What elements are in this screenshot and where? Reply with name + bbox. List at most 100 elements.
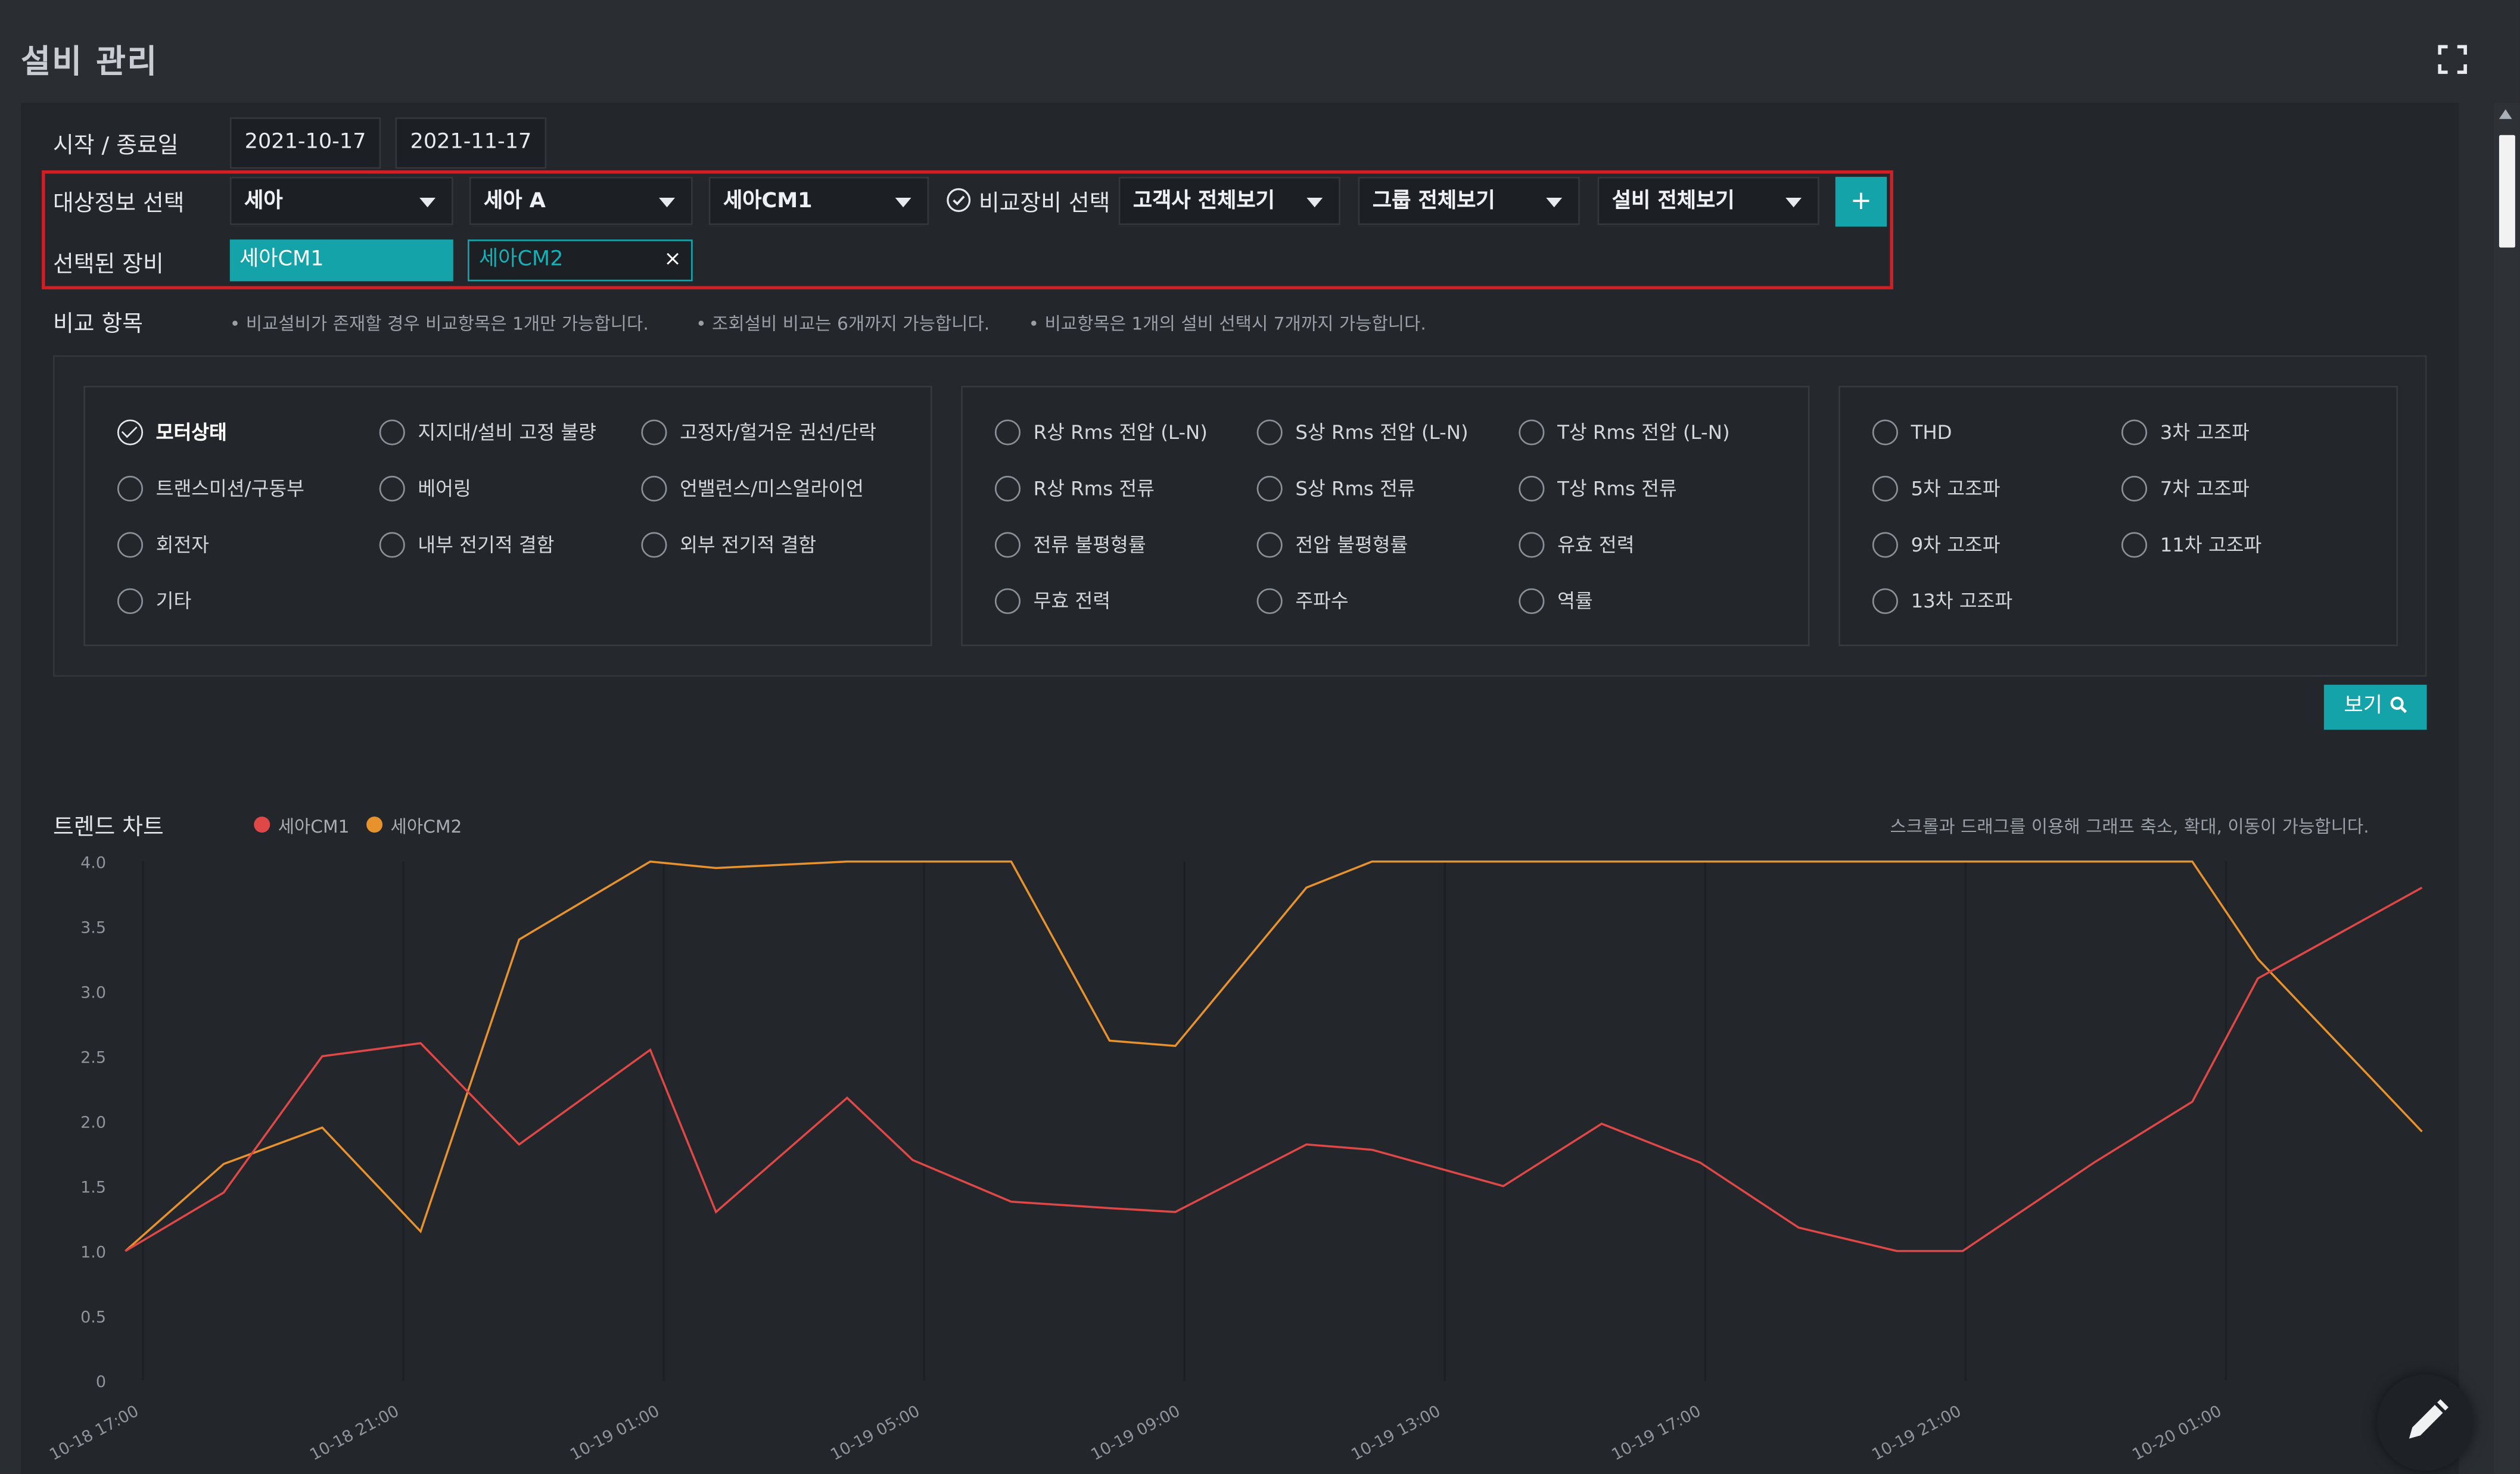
compare-option-label: T상 Rms 전류 — [1557, 477, 1677, 500]
compare-customer-select[interactable]: 고객사 전체보기 — [1118, 176, 1340, 225]
y-tick-label: 4.0 — [80, 853, 106, 872]
radio-icon[interactable] — [1256, 588, 1283, 615]
compare-option-label: 고정자/헐거운 권선/단락 — [680, 421, 877, 444]
radio-icon[interactable] — [641, 419, 667, 445]
compare-device-select[interactable]: 설비 전체보기 — [1597, 176, 1819, 225]
compare-option-label: 역률 — [1557, 590, 1593, 613]
compare-group-select[interactable]: 그룹 전체보기 — [1358, 176, 1580, 225]
radio-icon[interactable] — [1519, 475, 1545, 502]
radio-icon[interactable] — [117, 475, 144, 502]
radio-icon[interactable] — [1872, 532, 1898, 558]
compare-option-label: S상 Rms 전류 — [1295, 477, 1415, 500]
y-tick-label: 3.0 — [80, 983, 106, 1002]
fullscreen-icon[interactable] — [2438, 45, 2467, 74]
compare-checkbox[interactable] — [947, 188, 971, 212]
search-icon — [2390, 696, 2406, 713]
compare-device-value: 설비 전체보기 — [1611, 189, 1735, 214]
radio-icon[interactable] — [1256, 419, 1283, 445]
compare-option-label: 무효 전력 — [1033, 590, 1111, 613]
compare-note: • 조회설비 비교는 6개까지 가능합니다. — [696, 313, 990, 335]
scroll-up-icon[interactable] — [2499, 109, 2512, 119]
page-title: 설비 관리 — [21, 42, 158, 80]
check-circle-icon — [947, 188, 971, 212]
radio-icon[interactable] — [379, 475, 405, 502]
legend-item[interactable]: 세아CM1 — [278, 817, 350, 838]
radio-icon[interactable] — [994, 475, 1021, 502]
radio-icon[interactable] — [2121, 532, 2148, 558]
series-line-2 — [125, 860, 2423, 1252]
radio-icon[interactable] — [1872, 588, 1898, 615]
radio-icon[interactable] — [994, 588, 1021, 615]
compare-option-label: 유효 전력 — [1557, 534, 1635, 556]
radio-icon[interactable] — [1256, 475, 1283, 502]
radio-icon[interactable] — [994, 532, 1021, 558]
radio-icon[interactable] — [1519, 588, 1545, 615]
radio-icon[interactable] — [1872, 475, 1898, 502]
compare-option-label: 13차 고조파 — [1911, 590, 2013, 613]
y-tick-label: 2.0 — [80, 1113, 106, 1132]
compare-option-label: 5차 고조파 — [1911, 477, 2001, 500]
radio-icon[interactable] — [1519, 419, 1545, 445]
scrollbar-thumb[interactable] — [2499, 135, 2515, 248]
edit-button[interactable] — [2376, 1374, 2474, 1471]
compare-option-label: 기타 — [155, 590, 192, 613]
radio-icon[interactable] — [994, 419, 1021, 445]
compare-option-label: T상 Rms 전압 (L-N) — [1557, 421, 1730, 444]
radio-icon[interactable] — [379, 419, 405, 445]
chevron-down-icon — [1546, 197, 1563, 208]
x-tick-label: 10-18 21:00 — [307, 1402, 402, 1464]
view-button[interactable]: 보기 — [2323, 684, 2427, 730]
device-chip-label: 세아CM2 — [478, 247, 564, 272]
compare-option-label: 3차 고조파 — [2160, 421, 2250, 444]
selected-devices-label: 선택된 장비 — [53, 252, 164, 278]
y-tick-label: 1.0 — [80, 1243, 106, 1261]
x-tick-label: 10-18 17:00 — [46, 1402, 142, 1464]
radio-icon[interactable] — [2121, 419, 2148, 445]
compare-option-label: 언밸런스/미스얼라이언 — [680, 477, 864, 500]
selected-device-chip[interactable]: 세아CM2 × — [468, 239, 693, 282]
compare-customer-value: 고객사 전체보기 — [1133, 189, 1275, 214]
trend-chart-label: 트렌드 차트 — [53, 815, 164, 841]
page-header: 설비 관리 — [0, 0, 2520, 103]
radio-icon[interactable] — [1256, 532, 1283, 558]
radio-icon[interactable] — [641, 475, 667, 502]
radio-icon[interactable] — [2121, 475, 2148, 502]
target-info-label: 대상정보 선택 — [53, 191, 185, 217]
customer-select-value: 세아 — [244, 189, 283, 214]
content-panel — [21, 102, 2459, 1474]
chevron-down-icon — [1785, 197, 1802, 208]
trend-chart[interactable]: 00.51.01.52.02.53.03.54.0 10-18 17:00 10-… — [0, 836, 2459, 1474]
group-select[interactable]: 세아 A — [469, 176, 693, 225]
y-axis: 0 0.5 1.0 1.5 2.0 2.5 3.0 3.5 4.0 — [80, 853, 106, 1391]
y-tick-label: 0 — [96, 1373, 106, 1391]
legend-dot — [366, 817, 383, 833]
compare-group-value: 그룹 전체보기 — [1372, 189, 1495, 214]
compare-option-label: 트랜스미션/구동부 — [155, 477, 304, 500]
add-device-button[interactable]: + — [1835, 176, 1887, 227]
close-icon[interactable]: × — [664, 247, 682, 272]
start-date-input[interactable]: 2021-10-17 — [229, 117, 381, 169]
radio-icon[interactable] — [117, 532, 144, 558]
radio-icon[interactable] — [379, 532, 405, 558]
chart-grid — [142, 861, 2227, 1381]
device-select[interactable]: 세아CM1 — [708, 176, 929, 225]
compare-option-label: 내부 전기적 결함 — [418, 534, 555, 556]
compare-option-label: 회전자 — [155, 534, 210, 556]
scrollbar[interactable] — [2494, 102, 2520, 1474]
radio-icon[interactable] — [1872, 419, 1898, 445]
end-date-input[interactable]: 2021-11-17 — [395, 117, 547, 169]
device-select-value: 세아CM1 — [723, 189, 813, 214]
selected-device-chip[interactable]: 세아CM1 — [229, 239, 453, 282]
customer-select[interactable]: 세아 — [229, 176, 453, 225]
x-tick-label: 10-19 09:00 — [1088, 1402, 1183, 1464]
radio-icon[interactable] — [117, 588, 144, 615]
radio-icon[interactable] — [1519, 532, 1545, 558]
compare-option-label: 7차 고조파 — [2160, 477, 2250, 500]
legend-item[interactable]: 세아CM2 — [390, 817, 462, 838]
radio-icon[interactable] — [641, 532, 667, 558]
compare-option-label: 베어링 — [418, 477, 471, 500]
compare-option-label: R상 Rms 전류 — [1033, 477, 1155, 500]
radio-icon[interactable] — [117, 419, 144, 445]
group-select-value: 세아 A — [484, 189, 546, 214]
chevron-down-icon — [659, 197, 676, 208]
